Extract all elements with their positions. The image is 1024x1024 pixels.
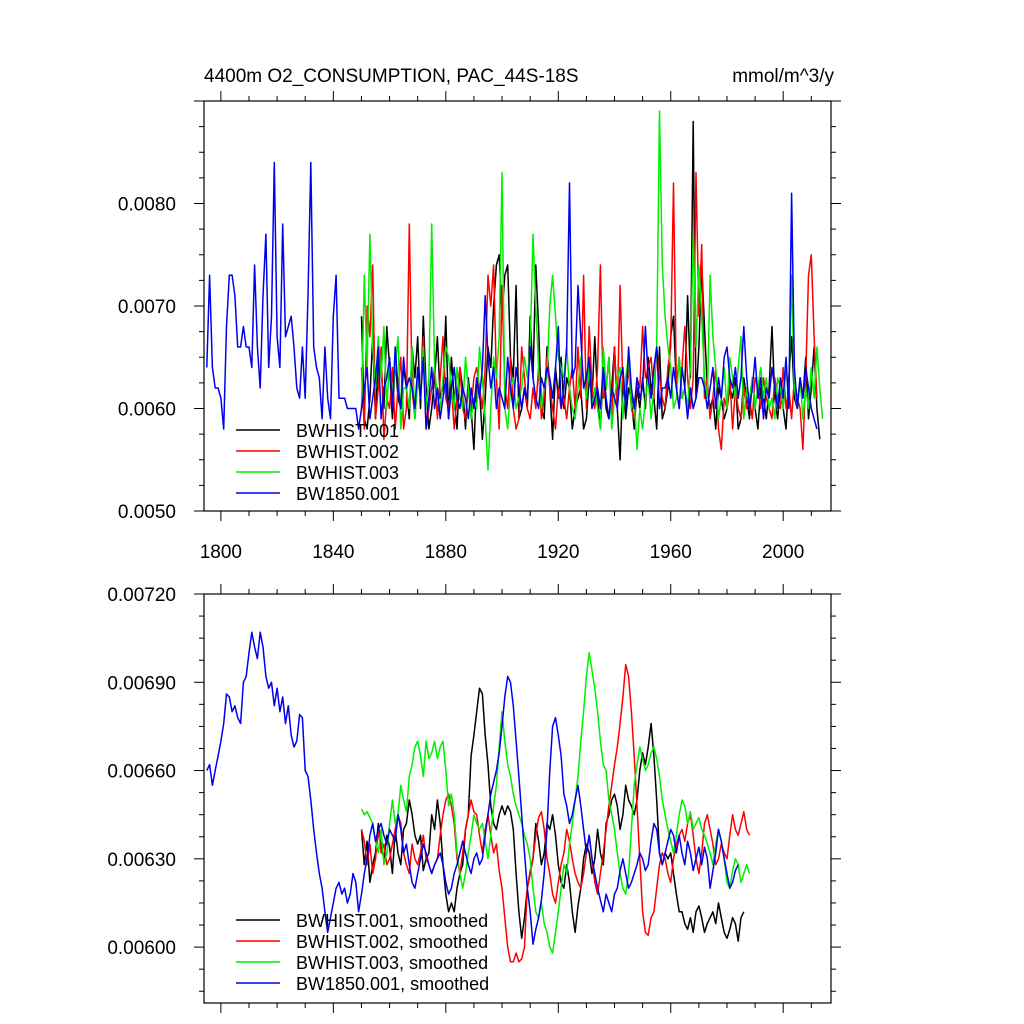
plot-frame [203,593,832,1004]
y-tick-label: 0.00660 [107,762,176,783]
series-line-bwhist-001-smoothed [360,687,745,942]
legend-label: BWHIST.001 [296,421,399,441]
x-tick-label: 1800 [200,542,242,563]
y-tick-label: 0.00690 [107,673,176,694]
y-tick-label: 0.0050 [118,502,176,523]
x-tick-label: 1840 [312,542,354,563]
x-tick-label: 1920 [537,542,579,563]
legend-label: BW1850.001 [296,484,400,504]
series-line-bwhist-002-smoothed [360,663,751,963]
y-tick-label: 0.00720 [107,585,176,606]
y-tick-label: 0.0080 [118,195,176,216]
bottom-panel: 0.00600 0.00630 0.00660 0.00690 0.00720 BWHIS… [107,584,841,1013]
legend-label: BWHIST.002 [296,442,399,462]
series-line-bwhist-003-smoothed [360,652,751,954]
y-tick-label: 0.0060 [118,400,176,421]
series-line-bwhist-002 [360,171,818,451]
top-panel-units: mmol/m^3/y [732,66,834,87]
x-tick-label: 1880 [425,542,467,563]
top-panel: 4400m O2_CONSUMPTION, PAC_44S-18S mmol/m… [118,66,841,563]
y-tick-label: 0.0070 [118,297,176,318]
y-tick-label: 0.00630 [107,850,176,871]
top-panel-title: 4400m O2_CONSUMPTION, PAC_44S-18S [204,66,579,87]
y-tick-label: 0.00600 [107,938,176,959]
legend-label: BWHIST.003, smoothed [296,953,488,973]
x-tick-label: 2000 [762,542,804,563]
series-line-bw1850-001 [206,161,818,430]
x-tick-label: 1960 [650,542,692,563]
legend-label: BWHIST.001, smoothed [296,911,488,931]
legend-label: BW1850.001, smoothed [296,974,489,994]
legend-label: BWHIST.003 [296,463,399,483]
legend-label: BWHIST.002, smoothed [296,932,488,952]
series-line-bw1850-001-smoothed [206,631,739,945]
